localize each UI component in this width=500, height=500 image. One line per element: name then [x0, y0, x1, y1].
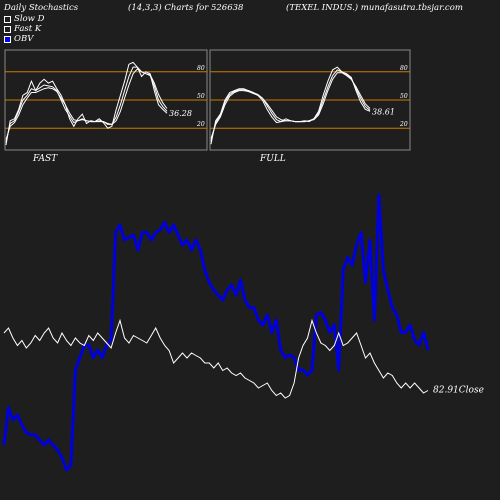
legend-label-slow-d: Slow D [14, 14, 45, 24]
chart-heading-left: Daily Stochastics [4, 3, 79, 13]
fast-tick-20: 20 [196, 121, 205, 128]
close-value-label: 82.91Close [433, 386, 484, 396]
fast-series-0 [5, 61, 168, 146]
legend-swatch-obv [4, 35, 11, 43]
legend-obv: OBV [4, 34, 33, 44]
legend-swatch-fast-k [4, 25, 11, 33]
full-last-value-label: 38.61 [372, 107, 395, 116]
legend-label-obv: OBV [14, 34, 34, 44]
full-series-1 [210, 69, 371, 142]
obv-line [2, 193, 430, 472]
legend-swatch-slow-d [4, 15, 11, 23]
close-line [3, 318, 429, 399]
fast-tick-80: 80 [197, 65, 205, 72]
fast-tick-50: 50 [197, 93, 205, 100]
full-series-2 [210, 72, 371, 139]
fast-panel-title: FAST [32, 154, 58, 164]
chart-heading-right: (TEXEL INDUS.) munafasutra.tbsjar.com [286, 3, 463, 13]
legend-fast-k: Fast K [4, 24, 41, 34]
full-tick-20: 20 [399, 121, 408, 128]
full-tick-50: 50 [400, 93, 408, 100]
full-tick-80: 80 [400, 65, 408, 72]
legend-slow-d: Slow D [4, 14, 44, 24]
fast-last-value-label: 36.28 [169, 109, 192, 118]
legend-label-fast-k: Fast K [14, 24, 42, 34]
full-series-0 [210, 66, 371, 145]
fast-series-2 [5, 68, 168, 140]
full-panel-title: FULL [259, 154, 286, 164]
chart-heading-center: (14,3,3) Charts for 526638 [128, 3, 244, 13]
fast-series-1 [5, 66, 168, 143]
